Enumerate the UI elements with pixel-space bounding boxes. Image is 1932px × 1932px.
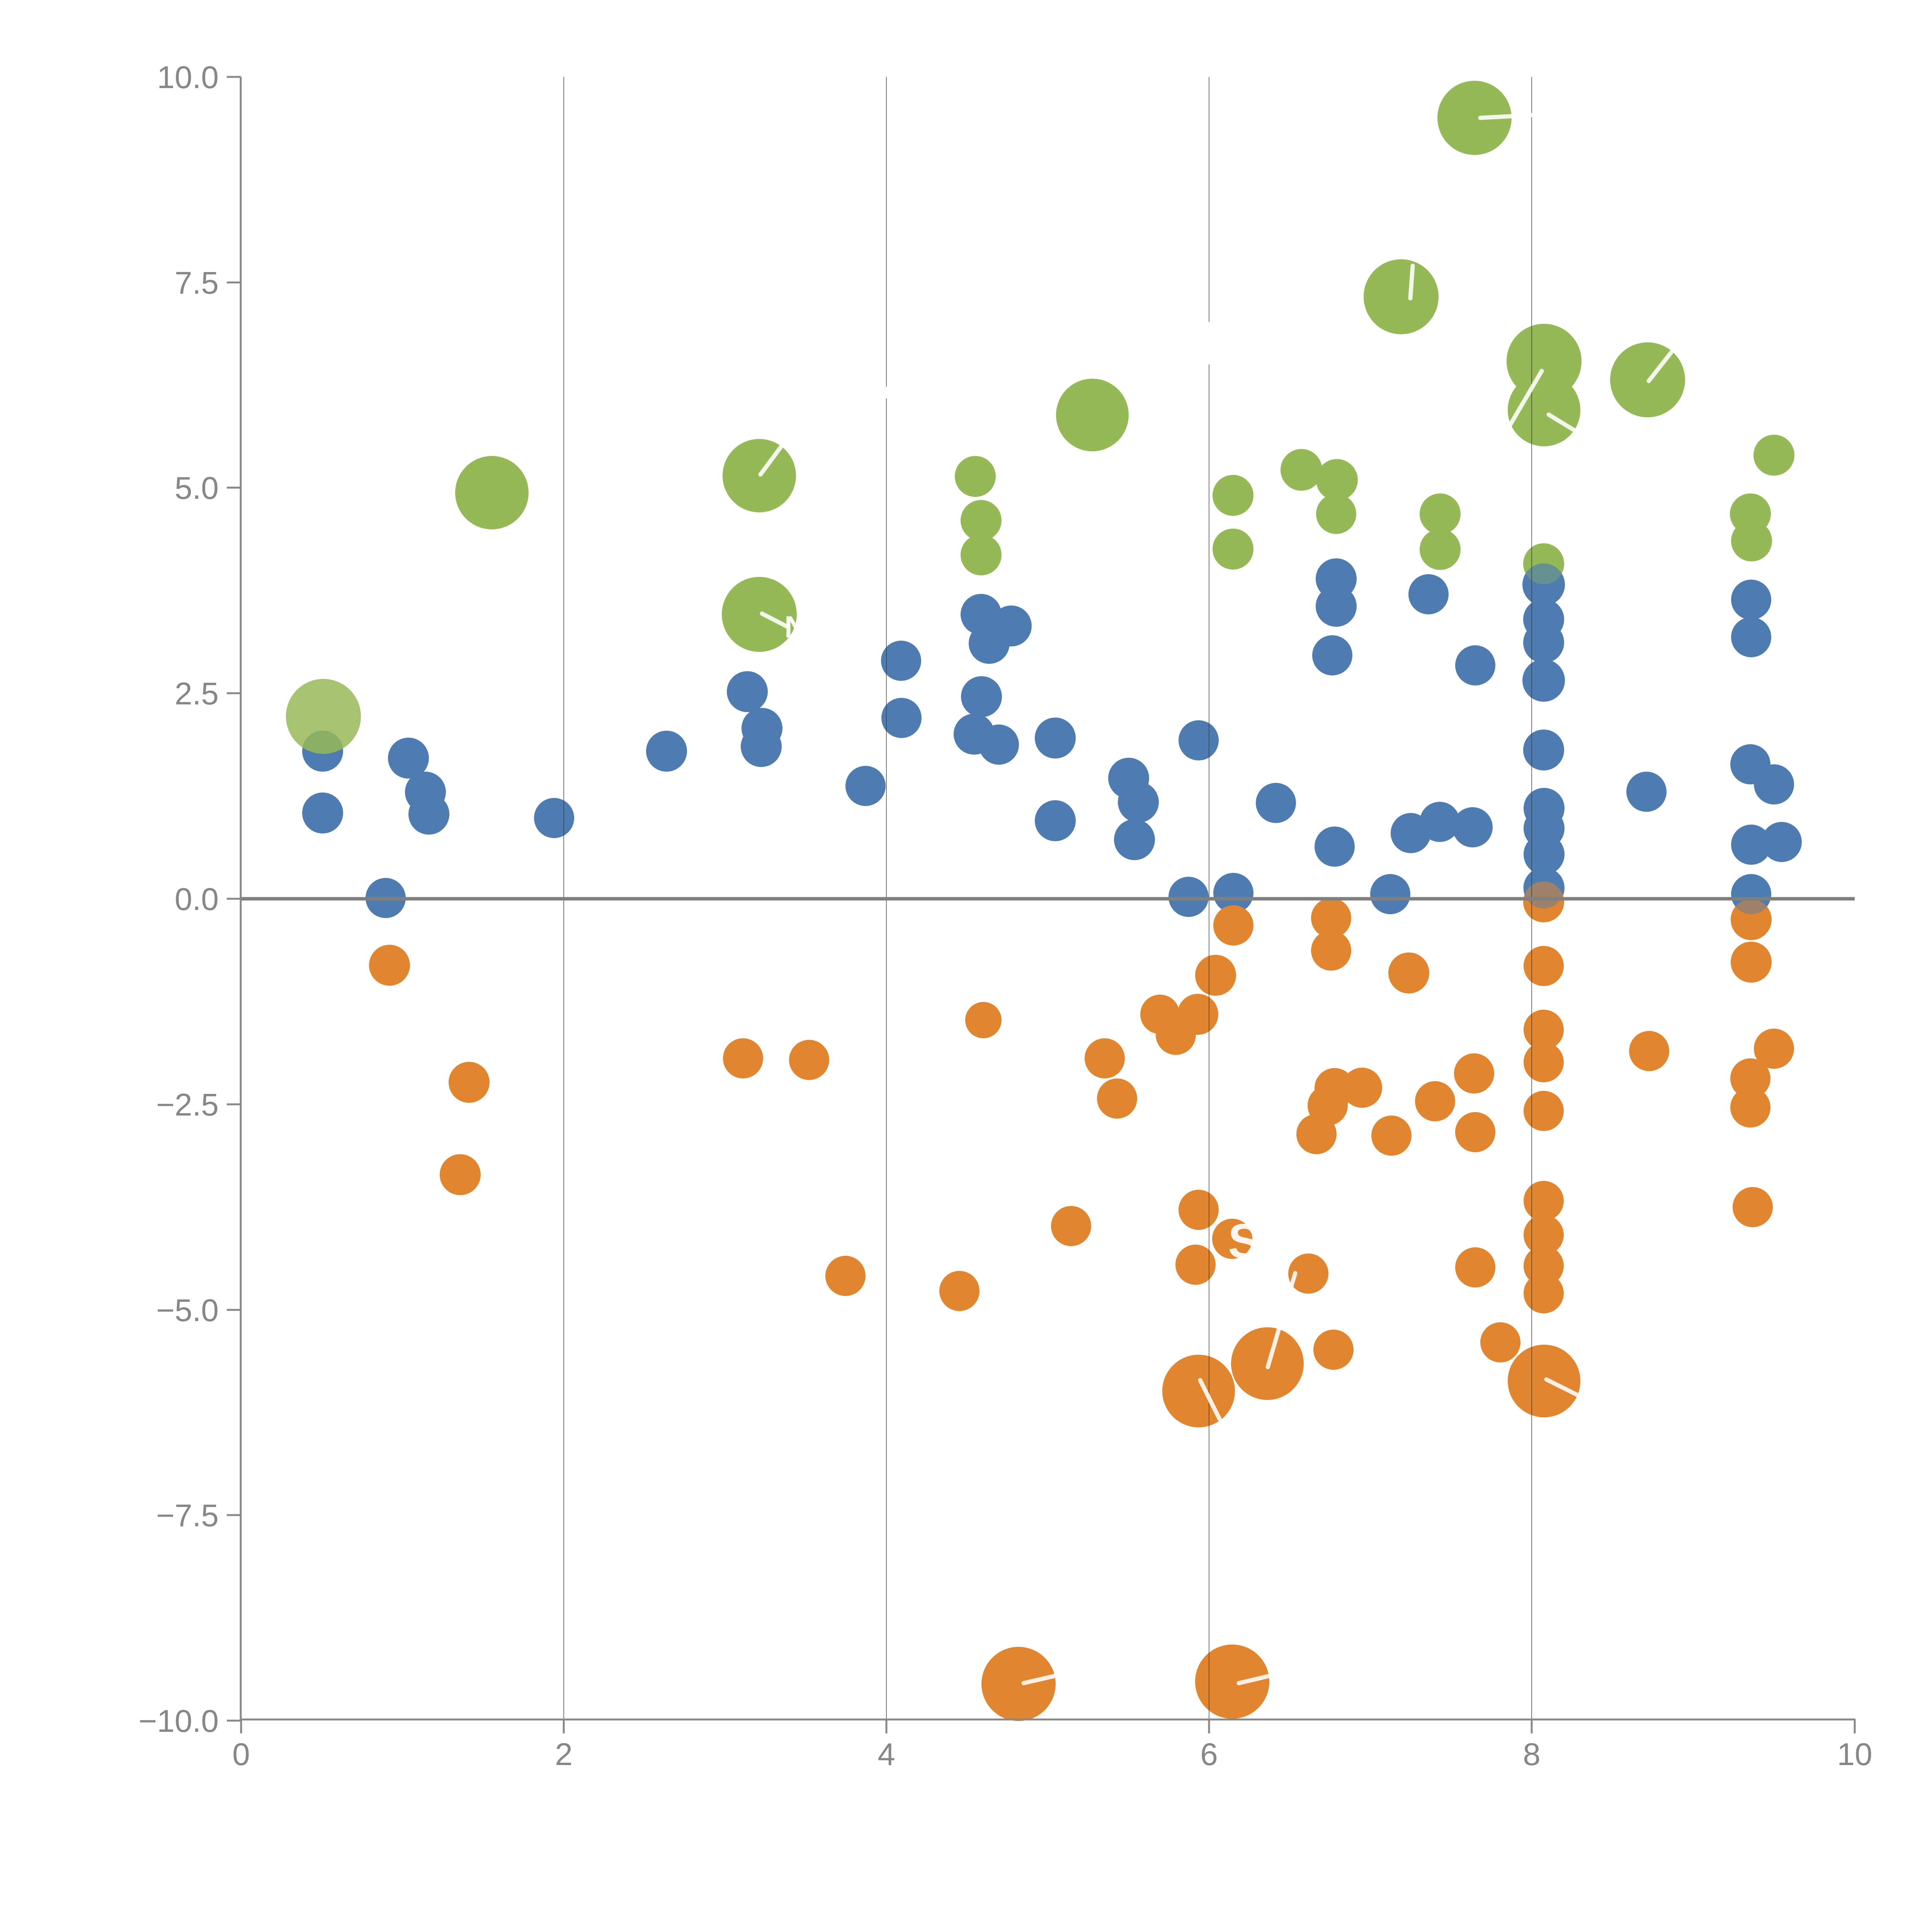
svg-text:8: 8	[1523, 1737, 1541, 1772]
svg-text:S: S	[1228, 1214, 1261, 1269]
svg-text:−7.5: −7.5	[156, 1498, 219, 1533]
svg-text:−5.0: −5.0	[156, 1293, 219, 1328]
svg-text:2: 2	[555, 1737, 573, 1772]
svg-text:2.5: 2.5	[175, 676, 219, 711]
svg-text:N: N	[784, 610, 807, 644]
svg-text:−10.0: −10.0	[139, 1704, 219, 1739]
svg-text:−2.5: −2.5	[156, 1087, 219, 1122]
svg-text:4: 4	[878, 1737, 895, 1772]
svg-text:0: 0	[232, 1737, 250, 1772]
svg-text:10: 10	[1837, 1737, 1872, 1772]
svg-text:0.0: 0.0	[175, 882, 219, 917]
svg-text:10.0: 10.0	[157, 60, 219, 95]
svg-text:7.5: 7.5	[175, 265, 219, 301]
svg-text:5.0: 5.0	[175, 471, 219, 506]
svg-text:6: 6	[1200, 1737, 1218, 1772]
